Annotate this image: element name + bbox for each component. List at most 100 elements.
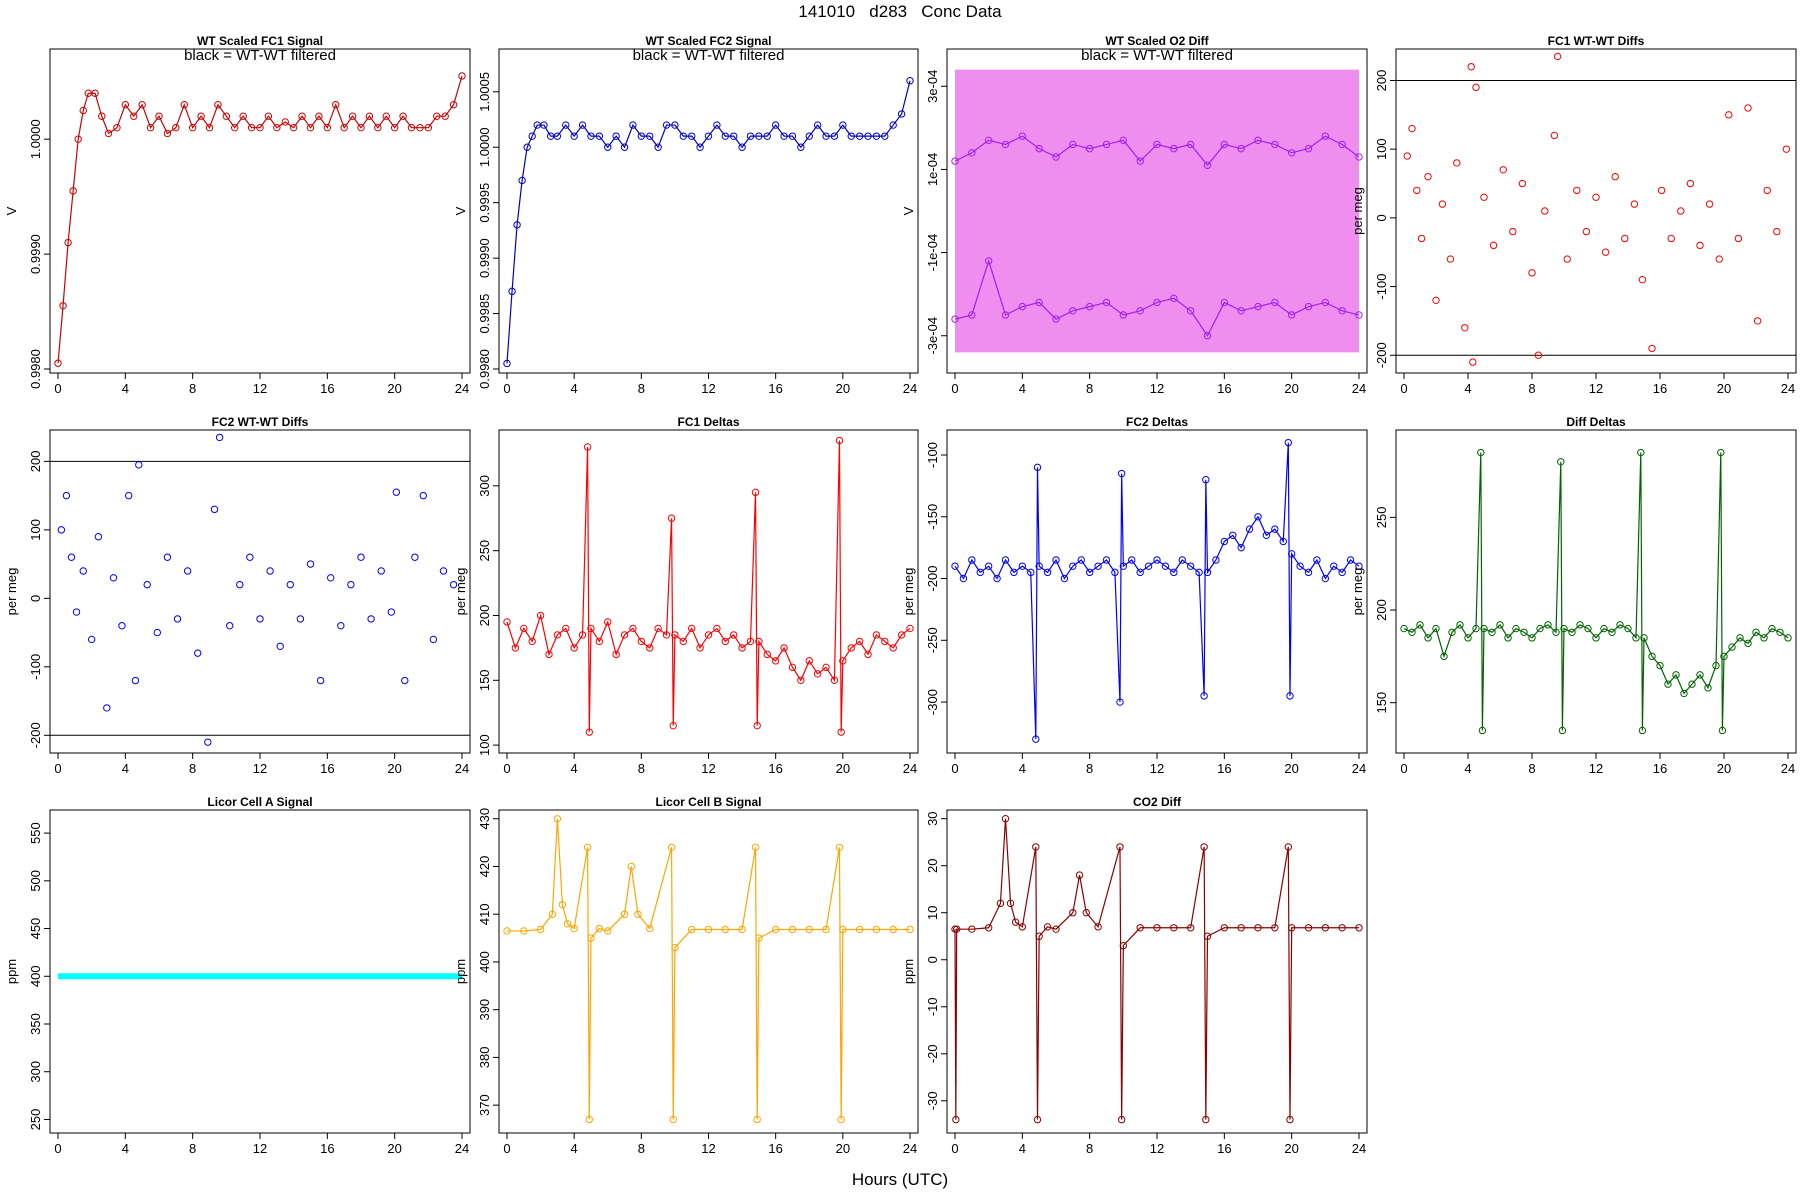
data-point (1060, 574, 1069, 583)
y-tick-label: 430 (477, 808, 492, 830)
x-tick-label: 24 (1352, 1141, 1366, 1156)
data-point (1237, 924, 1245, 932)
data-point (855, 637, 864, 646)
data-point (419, 491, 427, 500)
data-point (1657, 186, 1666, 195)
data-point (906, 624, 914, 633)
x-tick-label: 12 (253, 761, 267, 776)
series-line-diff (954, 818, 1359, 1120)
data-point (1052, 315, 1060, 323)
x-tick-label: 24 (455, 1141, 469, 1156)
data-point (805, 925, 813, 934)
data-point (1011, 918, 1020, 926)
x-tick-label: 12 (701, 761, 715, 776)
data-point (1203, 932, 1212, 940)
data-point (669, 1115, 677, 1124)
data-point (545, 650, 553, 659)
data-point (214, 101, 222, 109)
data-point (1338, 140, 1346, 149)
data-point (1085, 568, 1094, 577)
x-tick-label: 4 (1019, 1141, 1026, 1156)
data-point (433, 112, 441, 120)
x-tick-label: 0 (951, 1141, 958, 1156)
data-point (704, 631, 713, 639)
data-point (1472, 624, 1480, 633)
x-tick-label: 0 (503, 381, 510, 396)
data-point (996, 899, 1005, 908)
data-point (449, 101, 458, 109)
x-tick-label: 0 (1400, 761, 1407, 776)
y-tick-label: 400 (28, 965, 43, 987)
data-point (558, 900, 567, 909)
plot-area (503, 815, 914, 1124)
chart-annotation: black = WT-WT filtered (1081, 47, 1233, 64)
data-point (1744, 639, 1752, 648)
data-point (508, 287, 516, 296)
series-line-signal (507, 818, 910, 1120)
data-point (1010, 568, 1018, 577)
y-tick-label: 200 (1374, 70, 1389, 92)
data-point (984, 924, 993, 932)
data-point (587, 624, 595, 633)
data-point (604, 927, 612, 935)
data-point (113, 123, 121, 132)
x-tick-label: 8 (1086, 761, 1093, 776)
data-point (1512, 624, 1520, 633)
data-point (570, 924, 578, 933)
data-point (135, 461, 143, 469)
chart-fc1-wtwt: FC1 WT-WT Diffs 0 4 8 12 16 20 24 -200 -100 0 100 20… (1350, 34, 1797, 396)
data-point (671, 631, 679, 639)
data-point (1752, 628, 1760, 636)
y-tick-label: 100 (477, 734, 492, 756)
y-tick-label: 350 (28, 1013, 43, 1035)
data-point (548, 910, 557, 918)
data-point (1432, 624, 1440, 633)
data-point (1018, 923, 1027, 931)
data-point (74, 135, 82, 143)
data-point (671, 121, 679, 129)
data-point (688, 624, 696, 633)
data-point (1001, 815, 1010, 823)
y-tick-label: 410 (477, 903, 492, 925)
data-point (306, 123, 315, 132)
data-point (377, 567, 385, 575)
chart-title: WT Scaled FC2 Signal (645, 34, 771, 48)
data-point (204, 738, 212, 746)
data-point (671, 943, 679, 952)
data-point (646, 924, 654, 933)
data-point (503, 618, 511, 626)
y-axis-label: per meg (901, 568, 916, 616)
data-point (1304, 302, 1313, 311)
y-tick-label: 400 (477, 951, 492, 973)
chart-title: FC1 Deltas (677, 415, 739, 429)
data-point (959, 574, 968, 583)
data-point (1592, 193, 1600, 201)
chart-title: FC2 WT-WT Diffs (212, 415, 309, 429)
data-point (337, 622, 345, 630)
data-point (518, 176, 526, 185)
data-point (578, 121, 587, 129)
y-tick-label: 370 (477, 1094, 492, 1116)
data-point (1630, 200, 1639, 208)
x-tick-label: 12 (1150, 1141, 1164, 1156)
x-tick-label: 20 (387, 761, 401, 776)
data-point (1472, 83, 1480, 92)
data-point (1600, 624, 1608, 633)
y-tick-label: 200 (477, 605, 492, 627)
plot-frame (1395, 48, 1797, 374)
x-tick-label: 0 (503, 1141, 510, 1156)
data-point (215, 433, 224, 442)
data-point (1592, 634, 1600, 642)
data-point (347, 580, 355, 589)
data-point (1504, 634, 1512, 642)
x-tick-label: 8 (638, 761, 645, 776)
x-tick-label: 4 (122, 381, 129, 396)
data-point (62, 491, 71, 500)
data-point (1725, 111, 1733, 119)
data-point (906, 77, 914, 85)
data-point (1417, 234, 1426, 243)
data-point (1400, 624, 1408, 633)
data-point (1496, 621, 1504, 629)
data-point (729, 132, 738, 140)
data-point (256, 615, 264, 623)
